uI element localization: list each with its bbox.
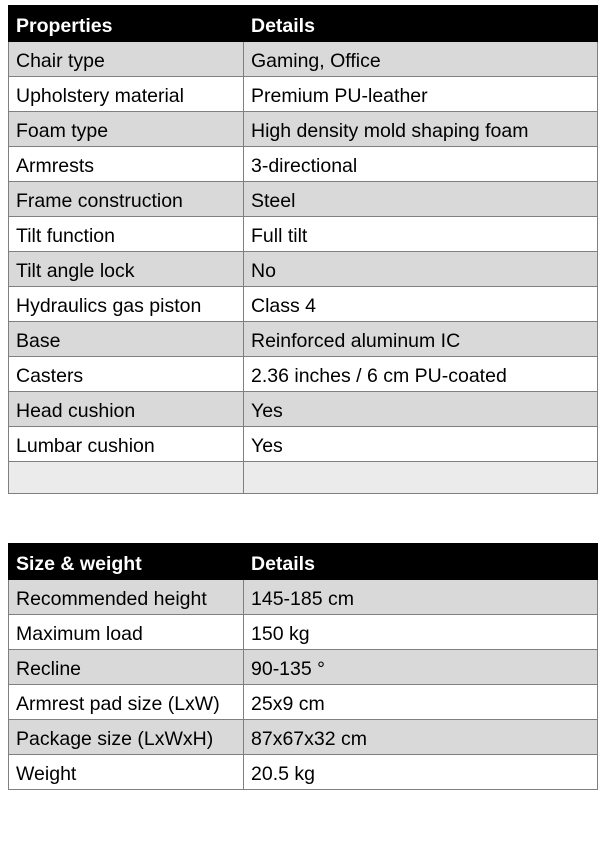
property-cell: Foam type: [8, 111, 244, 147]
detail-cell: Premium PU-leather: [243, 76, 598, 112]
detail-cell: Gaming, Office: [243, 41, 598, 77]
table-row: Hydraulics gas piston Class 4: [8, 286, 598, 322]
table-row: Weight 20.5 kg: [8, 754, 598, 790]
detail-cell: Yes: [243, 391, 598, 427]
property-cell: Recommended height: [8, 579, 244, 615]
column-header: Size & weight: [8, 543, 244, 580]
property-cell: Recline: [8, 649, 244, 685]
table-row: Package size (LxWxH) 87x67x32 cm: [8, 719, 598, 755]
table-row: Maximum load 150 kg: [8, 614, 598, 650]
table-row: Recline 90-135 °: [8, 649, 598, 685]
detail-cell: [243, 461, 598, 494]
property-cell: Chair type: [8, 41, 244, 77]
detail-cell: Class 4: [243, 286, 598, 322]
property-cell: Maximum load: [8, 614, 244, 650]
property-cell: Lumbar cushion: [8, 426, 244, 462]
property-cell: Tilt angle lock: [8, 251, 244, 287]
property-cell: Package size (LxWxH): [8, 719, 244, 755]
detail-cell: Steel: [243, 181, 598, 217]
table-row: Foam type High density mold shaping foam: [8, 111, 598, 147]
property-cell: [8, 461, 244, 494]
detail-cell: No: [243, 251, 598, 287]
table-row: [8, 461, 598, 494]
table-row: Lumbar cushion Yes: [8, 426, 598, 462]
column-header: Details: [243, 5, 598, 42]
table-row: Frame construction Steel: [8, 181, 598, 217]
detail-cell: Yes: [243, 426, 598, 462]
table-row: Base Reinforced aluminum IC: [8, 321, 598, 357]
table-row: Recommended height 145-185 cm: [8, 579, 598, 615]
property-cell: Frame construction: [8, 181, 244, 217]
table-row: Upholstery material Premium PU-leather: [8, 76, 598, 112]
table-row: Armrests 3-directional: [8, 146, 598, 182]
detail-cell: 25x9 cm: [243, 684, 598, 720]
detail-cell: 145-185 cm: [243, 579, 598, 615]
column-header: Properties: [8, 5, 244, 42]
header-row: Size & weight Details: [8, 543, 598, 580]
header-row: Properties Details: [8, 5, 598, 42]
table-row: Casters 2.36 inches / 6 cm PU-coated: [8, 356, 598, 392]
property-cell: Tilt function: [8, 216, 244, 252]
property-cell: Weight: [8, 754, 244, 790]
detail-cell: 2.36 inches / 6 cm PU-coated: [243, 356, 598, 392]
detail-cell: 87x67x32 cm: [243, 719, 598, 755]
column-header: Details: [243, 543, 598, 580]
table-row: Armrest pad size (LxW) 25x9 cm: [8, 684, 598, 720]
detail-cell: Full tilt: [243, 216, 598, 252]
size-weight-table: Size & weight Details Recommended height 14…: [8, 543, 598, 790]
property-cell: Casters: [8, 356, 244, 392]
table-row: Head cushion Yes: [8, 391, 598, 427]
property-cell: Hydraulics gas piston: [8, 286, 244, 322]
property-cell: Upholstery material: [8, 76, 244, 112]
detail-cell: 20.5 kg: [243, 754, 598, 790]
detail-cell: High density mold shaping foam: [243, 111, 598, 147]
detail-cell: Reinforced aluminum IC: [243, 321, 598, 357]
property-cell: Armrest pad size (LxW): [8, 684, 244, 720]
properties-table: Properties Details Chair type Gaming, Offic…: [8, 5, 598, 494]
property-cell: Head cushion: [8, 391, 244, 427]
detail-cell: 150 kg: [243, 614, 598, 650]
table-row: Tilt function Full tilt: [8, 216, 598, 252]
property-cell: Armrests: [8, 146, 244, 182]
table-row: Chair type Gaming, Office: [8, 41, 598, 77]
property-cell: Base: [8, 321, 244, 357]
detail-cell: 3-directional: [243, 146, 598, 182]
table-row: Tilt angle lock No: [8, 251, 598, 287]
detail-cell: 90-135 °: [243, 649, 598, 685]
